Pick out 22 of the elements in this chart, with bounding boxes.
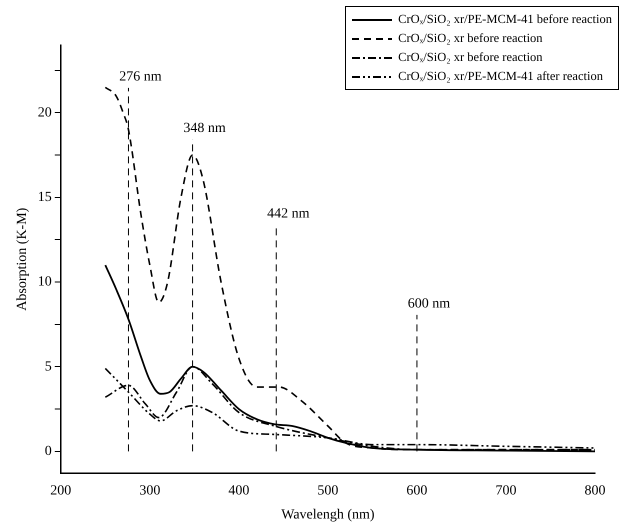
x-axis-title: Wavelengh (nm) <box>281 507 375 522</box>
legend-label: CrOₓ/SiO₂ xr/PE-MCM-41 before reaction <box>398 11 612 28</box>
x-tick-label: 800 <box>584 483 606 498</box>
x-tick-label: 300 <box>139 483 160 498</box>
x-tick-label: 600 <box>406 483 428 498</box>
y-tick-label: 5 <box>44 359 52 374</box>
ref-line-label: 276 nm <box>119 70 162 85</box>
ref-line-label: 348 nm <box>183 120 226 136</box>
x-tick-label: 200 <box>50 483 72 498</box>
legend-label: CrOₓ/SiO₂ xr/PE-MCM-41 after reaction <box>398 68 603 85</box>
y-axis-title: Absorption (K-M) <box>15 207 30 311</box>
y-tick-label: 0 <box>44 444 52 460</box>
legend-label: CrOₓ/SiO₂ xr before reaction <box>398 49 543 66</box>
x-tick-label: 700 <box>495 483 516 498</box>
y-tick-label: 10 <box>38 274 52 290</box>
ref-line-label: 442 nm <box>267 206 310 222</box>
ref-line-label: 600 nm <box>408 296 450 312</box>
y-tick-label: 20 <box>38 105 52 120</box>
y-tick-label: 15 <box>38 190 52 206</box>
x-tick-label: 500 <box>317 483 338 498</box>
legend-label: CrOₓ/SiO₂ xr before reaction <box>398 30 543 47</box>
x-tick-label: 400 <box>228 483 250 498</box>
